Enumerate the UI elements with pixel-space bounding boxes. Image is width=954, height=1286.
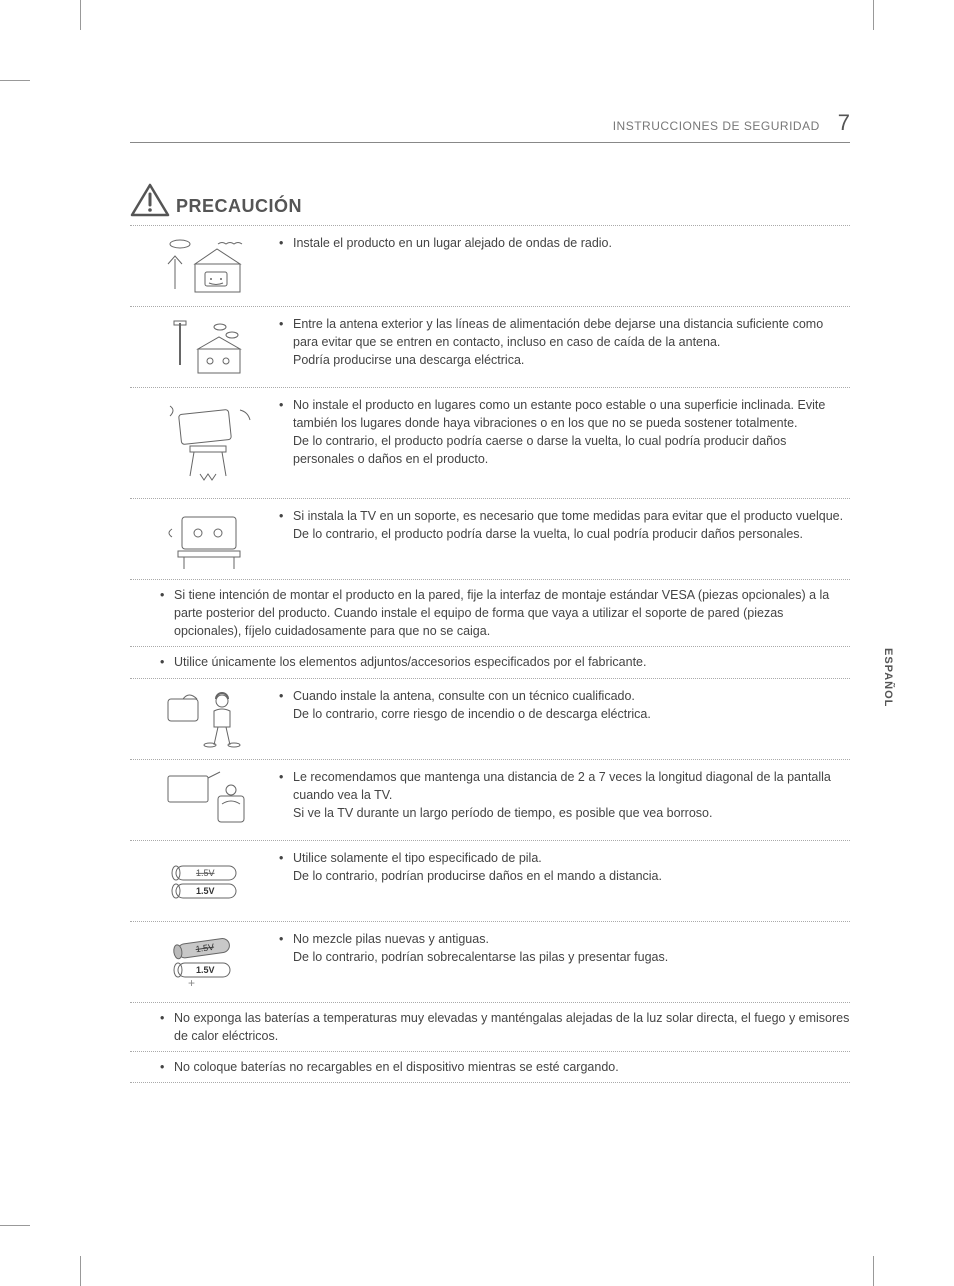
item-text: De lo contrario, podrían sobrecalentarse… (293, 950, 668, 964)
item-text: Si instala la TV en un soporte, es neces… (293, 507, 850, 543)
safety-item: •No exponga las baterías a temperaturas … (130, 1003, 850, 1051)
item-text: Instale el producto en un lugar alejado … (293, 234, 612, 252)
safety-item: 1.5V 1.5V •Utilice solamente el tipo esp… (130, 841, 850, 921)
item-text: Si ve la TV durante un largo período de … (293, 806, 712, 820)
illus-batteries-icon: 1.5V 1.5V (160, 849, 255, 913)
illus-tv-stand-icon (160, 507, 255, 571)
battery-voltage-label: 1.5V (196, 868, 215, 878)
illus-viewing-distance-icon (160, 768, 255, 832)
crop-mark (0, 1225, 30, 1226)
safety-item: 1.5V 1.5V + •No mezcle pilas nuevas y an… (130, 922, 850, 1002)
item-text: Le recomendamos que mantenga una distanc… (293, 770, 831, 802)
item-text: De lo contrario, el producto podría caer… (293, 434, 786, 466)
item-text: No exponga las baterías a temperaturas m… (174, 1009, 850, 1045)
item-text: Si tiene intención de montar el producto… (174, 586, 850, 640)
battery-voltage-label: 1.5V (196, 886, 215, 896)
crop-mark (873, 0, 874, 30)
item-text: Utilice únicamente los elementos adjunto… (174, 653, 646, 671)
illus-unstable-shelf-icon (160, 396, 255, 486)
illus-technician-icon (160, 687, 255, 751)
svg-text:+: + (188, 976, 195, 990)
safety-item: •Utilice únicamente los elementos adjunt… (130, 647, 850, 677)
item-text: Utilice solamente el tipo especificado d… (293, 851, 542, 865)
caution-label: PRECAUCIÓN (176, 196, 302, 217)
item-text: De lo contrario, podrían producirse daño… (293, 869, 662, 883)
caution-icon (130, 183, 170, 217)
item-text: De lo contrario, corre riesgo de incendi… (293, 707, 651, 721)
item-text: Podría producirse una descarga eléctrica… (293, 353, 524, 367)
page-header: INSTRUCCIONES DE SEGURIDAD 7 (130, 110, 850, 143)
item-text: No instale el producto en lugares como u… (293, 398, 825, 430)
crop-mark (873, 1256, 874, 1286)
language-tab: ESPAÑOL (882, 648, 894, 707)
safety-item: •Si tiene intención de montar el product… (130, 580, 850, 646)
safety-item: •Le recomendamos que mantenga una distan… (130, 760, 850, 840)
item-text: No mezcle pilas nuevas y antiguas. (293, 932, 489, 946)
safety-item: •Si instala la TV en un soporte, es nece… (130, 499, 850, 579)
item-text: No coloque baterías no recargables en el… (174, 1058, 619, 1076)
section-title: INSTRUCCIONES DE SEGURIDAD (613, 119, 820, 133)
item-text: Cuando instale la antena, consulte con u… (293, 689, 635, 703)
safety-item: •No instale el producto en lugares como … (130, 388, 850, 498)
safety-item: •Entre la antena exterior y las líneas d… (130, 307, 850, 387)
safety-item: •Cuando instale la antena, consulte con … (130, 679, 850, 759)
illus-antenna-house-icon (160, 315, 255, 379)
page-number: 7 (838, 110, 850, 136)
caution-heading: PRECAUCIÓN (130, 183, 850, 217)
crop-mark (80, 1256, 81, 1286)
illus-house-radio-icon (160, 234, 255, 298)
battery-voltage-label: 1.5V (196, 965, 215, 975)
crop-mark (80, 0, 81, 30)
crop-mark (0, 80, 30, 81)
safety-item: •Instale el producto en un lugar alejado… (130, 226, 850, 306)
illus-mixed-batteries-icon: 1.5V 1.5V + (160, 930, 255, 994)
item-text: Entre la antena exterior y las líneas de… (293, 317, 823, 349)
safety-item: •No coloque baterías no recargables en e… (130, 1052, 850, 1082)
page-content: INSTRUCCIONES DE SEGURIDAD 7 PRECAUCIÓN (130, 110, 850, 1083)
